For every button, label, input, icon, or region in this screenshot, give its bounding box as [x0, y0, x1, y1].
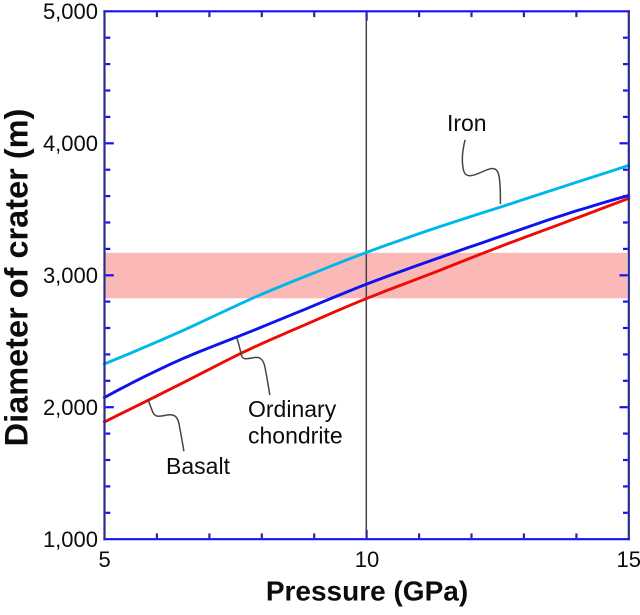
- svg-text:2,000: 2,000: [43, 395, 98, 420]
- svg-text:10: 10: [355, 547, 379, 572]
- svg-text:3,000: 3,000: [43, 263, 98, 288]
- svg-text:1,000: 1,000: [43, 527, 98, 552]
- svg-text:5,000: 5,000: [43, 0, 98, 24]
- svg-text:chondrite: chondrite: [248, 423, 343, 449]
- svg-text:5: 5: [98, 547, 110, 572]
- svg-text:Diameter of crater (m): Diameter of crater (m): [0, 109, 35, 447]
- svg-text:Iron: Iron: [447, 110, 487, 136]
- svg-text:Basalt: Basalt: [166, 453, 231, 479]
- svg-text:Pressure (GPa): Pressure (GPa): [266, 576, 468, 607]
- svg-text:4,000: 4,000: [43, 131, 98, 156]
- svg-text:Ordinary: Ordinary: [248, 396, 337, 422]
- svg-text:15: 15: [617, 547, 640, 572]
